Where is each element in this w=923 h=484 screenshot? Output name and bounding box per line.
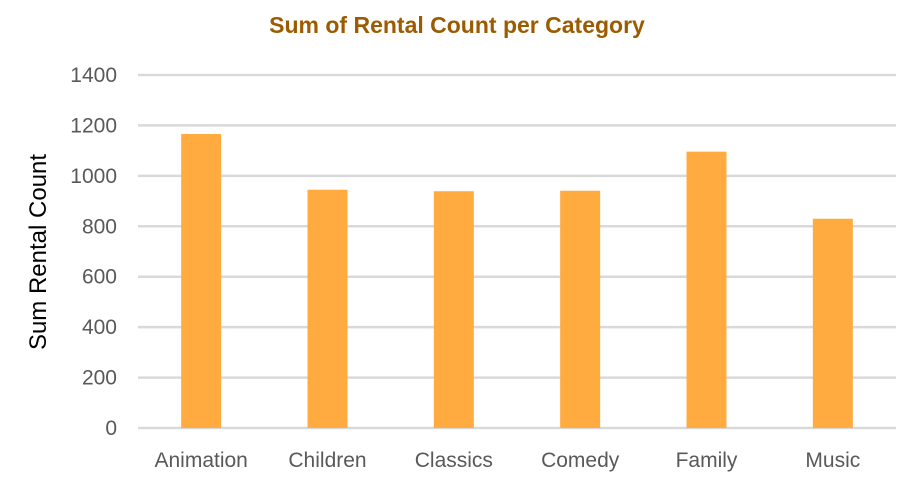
y-axis-ticks: 0 200 400 600 800 1000 1200 1400 (70, 64, 117, 440)
y-tick-label: 0 (105, 417, 117, 440)
y-tick-label: 200 (82, 367, 117, 390)
y-tick-label: 800 (82, 215, 117, 238)
bar-music (812, 218, 853, 428)
bars (181, 134, 853, 428)
x-axis-categories: Animation Children Classics Comedy Family Mus… (154, 449, 860, 472)
bar-classics (433, 191, 474, 428)
bar-children (307, 189, 348, 428)
bar-family (686, 151, 727, 428)
y-tick-label: 600 (82, 266, 117, 289)
x-category-label: Comedy (541, 449, 620, 472)
x-category-label: Family (676, 449, 738, 472)
y-tick-label: 1400 (70, 64, 117, 87)
x-category-label: Music (805, 449, 860, 472)
x-category-label: Animation (154, 449, 247, 472)
x-category-label: Classics (415, 449, 493, 472)
bar-animation (181, 134, 222, 428)
y-tick-label: 1000 (70, 165, 117, 188)
y-axis-label: Sum Rental Count (25, 154, 52, 350)
bar-comedy (560, 190, 601, 428)
gridlines (138, 73, 896, 430)
chart-title: Sum of Rental Count per Category (269, 12, 645, 38)
x-category-label: Children (288, 449, 366, 472)
y-tick-label: 1200 (70, 114, 117, 137)
y-tick-label: 400 (82, 316, 117, 339)
